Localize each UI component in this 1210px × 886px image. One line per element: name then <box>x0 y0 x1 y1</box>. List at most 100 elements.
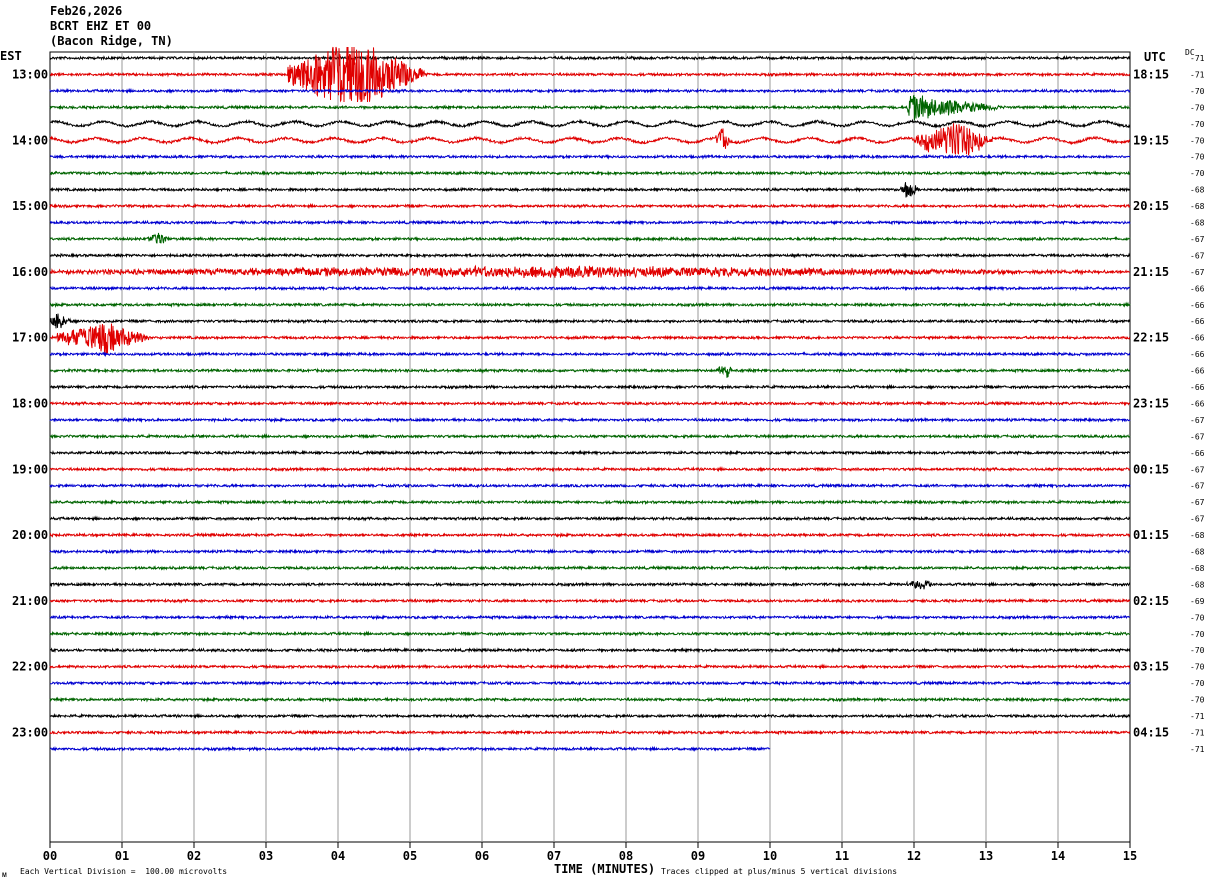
left-timezone-label: EST <box>0 49 22 63</box>
dc-offset-label: -67 <box>1190 268 1205 277</box>
hour-label-left: 20:00 <box>12 528 48 542</box>
x-tick-label: 08 <box>619 849 633 863</box>
trace-line <box>49 433 1131 440</box>
hour-label-left: 22:00 <box>12 660 48 674</box>
trace-line <box>49 597 1131 604</box>
dc-offset-label: -66 <box>1190 317 1205 326</box>
dc-offset-label: -68 <box>1190 219 1205 228</box>
dc-offset-label: -70 <box>1190 136 1205 145</box>
dc-offset-label: -70 <box>1190 169 1205 178</box>
hour-label-left: 14:00 <box>12 133 48 147</box>
trace-line <box>49 663 1131 670</box>
station-id: BCRT EHZ ET 00 <box>50 19 152 33</box>
trace-line <box>49 153 1131 160</box>
dc-offset-label: -70 <box>1190 153 1205 162</box>
x-axis-title: TIME (MINUTES) <box>554 862 656 876</box>
hour-label-left: 13:00 <box>12 67 48 81</box>
dc-offset-label: -66 <box>1190 449 1205 458</box>
dc-offset-label: -69 <box>1190 597 1205 606</box>
trace-line <box>49 313 1131 329</box>
x-tick-label: 02 <box>187 849 201 863</box>
hour-label-right: 00:15 <box>1133 462 1169 476</box>
dc-offset-label: -70 <box>1190 87 1205 96</box>
trace-line <box>49 647 1130 654</box>
dc-offset-label: -68 <box>1190 548 1205 557</box>
trace-line <box>50 712 1131 720</box>
dc-offset-label: -66 <box>1190 284 1205 293</box>
scale-note: Each Vertical Division = 100.00 microvol… <box>20 867 228 876</box>
trace-line <box>49 630 1131 637</box>
trace-line <box>49 416 1131 424</box>
trace-line <box>49 515 1131 522</box>
x-tick-label: 06 <box>475 849 489 863</box>
hour-label-right: 22:15 <box>1133 331 1169 345</box>
trace-line <box>49 366 1131 378</box>
trace-line <box>49 252 1131 259</box>
hour-label-right: 23:15 <box>1133 396 1169 410</box>
dc-offset-label: -70 <box>1190 663 1205 672</box>
x-tick-label: 09 <box>691 849 705 863</box>
trace-line <box>49 465 1131 473</box>
trace-line <box>49 400 1131 407</box>
dc-offset-label: -70 <box>1190 103 1205 112</box>
dc-offset-label: -66 <box>1190 350 1205 359</box>
trace-line <box>49 46 1131 103</box>
station-location: (Bacon Ridge, TN) <box>50 34 173 48</box>
x-tick-label: 10 <box>763 849 777 863</box>
dc-offset-header: DC <box>1185 48 1195 57</box>
trace-line <box>49 696 1131 703</box>
trace-line <box>49 548 1131 555</box>
dc-offset-label: -66 <box>1190 383 1205 392</box>
hour-label-right: 21:15 <box>1133 265 1169 279</box>
trace-line <box>49 87 1131 95</box>
x-tick-label: 05 <box>403 849 417 863</box>
hour-label-left: 18:00 <box>12 396 48 410</box>
trace-line <box>49 54 1131 62</box>
trace-line <box>49 323 1131 355</box>
trace-line <box>49 232 1131 244</box>
dc-offset-label: -66 <box>1190 334 1205 343</box>
x-tick-label: 00 <box>43 849 57 863</box>
x-tick-label: 07 <box>547 849 561 863</box>
dc-offset-label: -67 <box>1190 498 1205 507</box>
dc-offset-label: -67 <box>1190 482 1205 491</box>
dc-offset-label: -68 <box>1190 580 1205 589</box>
x-tick-label: 11 <box>835 849 849 863</box>
trace-line <box>49 564 1131 572</box>
trace-line <box>49 729 1131 736</box>
x-tick-label: 01 <box>115 849 129 863</box>
x-tick-label: 12 <box>907 849 921 863</box>
dc-offset-label: -68 <box>1190 564 1205 573</box>
trace-line <box>49 118 1131 129</box>
hour-label-right: 04:15 <box>1133 725 1169 739</box>
hour-label-left: 15:00 <box>12 199 48 213</box>
hour-label-right: 20:15 <box>1133 199 1169 213</box>
dc-offset-label: -70 <box>1190 646 1205 655</box>
x-tick-label: 04 <box>331 849 345 863</box>
hour-label-left: 17:00 <box>12 331 48 345</box>
trace-line <box>49 579 1131 590</box>
dc-offset-label: -66 <box>1190 399 1205 408</box>
trace-line <box>49 301 1131 308</box>
dc-offset-label: -70 <box>1190 613 1205 622</box>
trace-line <box>49 679 1131 687</box>
hour-label-right: 03:15 <box>1133 660 1169 674</box>
hour-label-right: 01:15 <box>1133 528 1169 542</box>
dc-offset-label: -68 <box>1190 531 1205 540</box>
dc-offset-label: -70 <box>1190 630 1205 639</box>
trace-line <box>49 745 771 753</box>
dc-offset-label: -71 <box>1190 745 1205 754</box>
trace-line <box>49 614 1131 621</box>
trace-line <box>49 531 1131 539</box>
trace-line <box>49 169 1131 177</box>
dc-offset-label: -67 <box>1190 465 1205 474</box>
dc-offset-label: -70 <box>1190 679 1205 688</box>
trace-line <box>49 351 1131 358</box>
dc-offset-label: -67 <box>1190 432 1205 441</box>
right-timezone-label: UTC <box>1144 50 1166 64</box>
hour-label-left: 21:00 <box>12 594 48 608</box>
hour-label-left: 16:00 <box>12 265 48 279</box>
x-tick-label: 03 <box>259 849 273 863</box>
trace-line <box>49 123 1130 156</box>
